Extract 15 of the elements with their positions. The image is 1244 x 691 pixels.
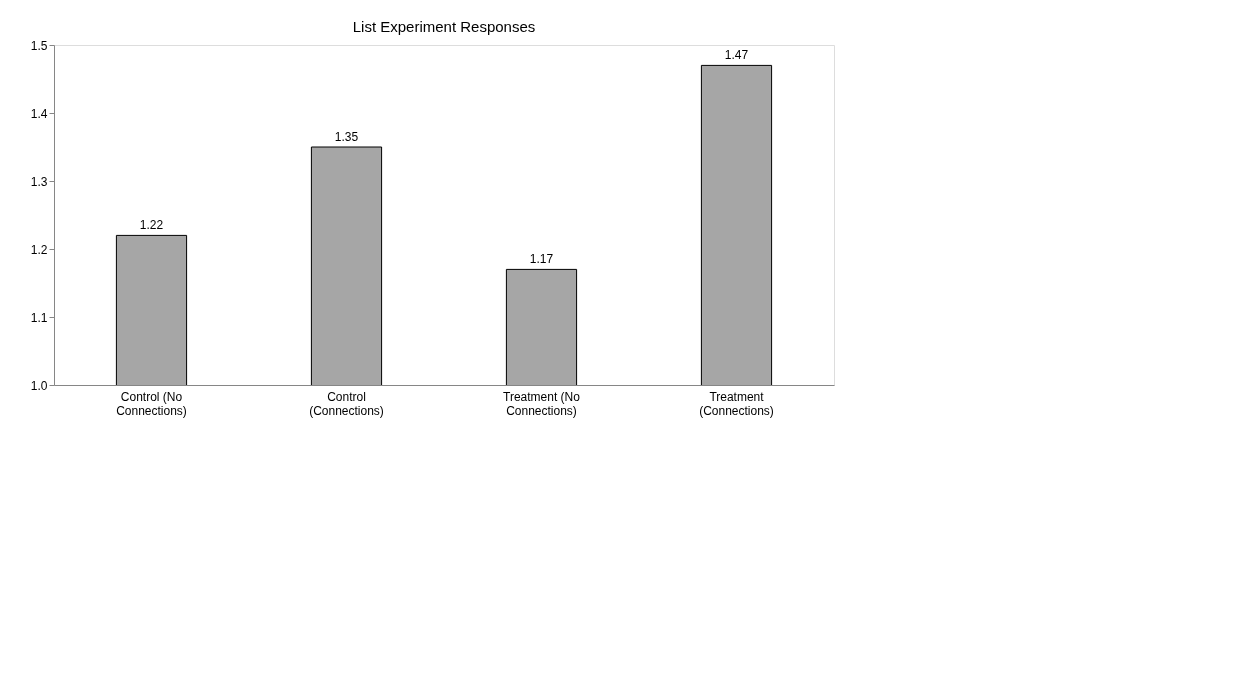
x-tick-label: Control (Connections) [309,389,384,418]
data-label: 1.17 [529,252,554,267]
y-tick-label: 1.0 [30,378,48,393]
x-tick-label: Treatment (Connections) [699,389,774,418]
y-tick-label: 1.4 [30,106,48,121]
y-tick-label: 1.2 [30,242,48,257]
x-tick-label: Control (No Connections) [116,389,187,418]
y-tick-label: 1.1 [30,310,48,325]
data-label: 1.22 [139,218,164,233]
x-tick-label: Treatment (No Connections) [503,389,581,418]
chart-title: List Experiment Responses [352,18,536,35]
y-tick-label: 1.5 [30,38,48,53]
data-label: 1.35 [334,130,359,144]
y-tick-label: 1.3 [30,174,48,189]
data-label: 1.47 [724,48,749,63]
